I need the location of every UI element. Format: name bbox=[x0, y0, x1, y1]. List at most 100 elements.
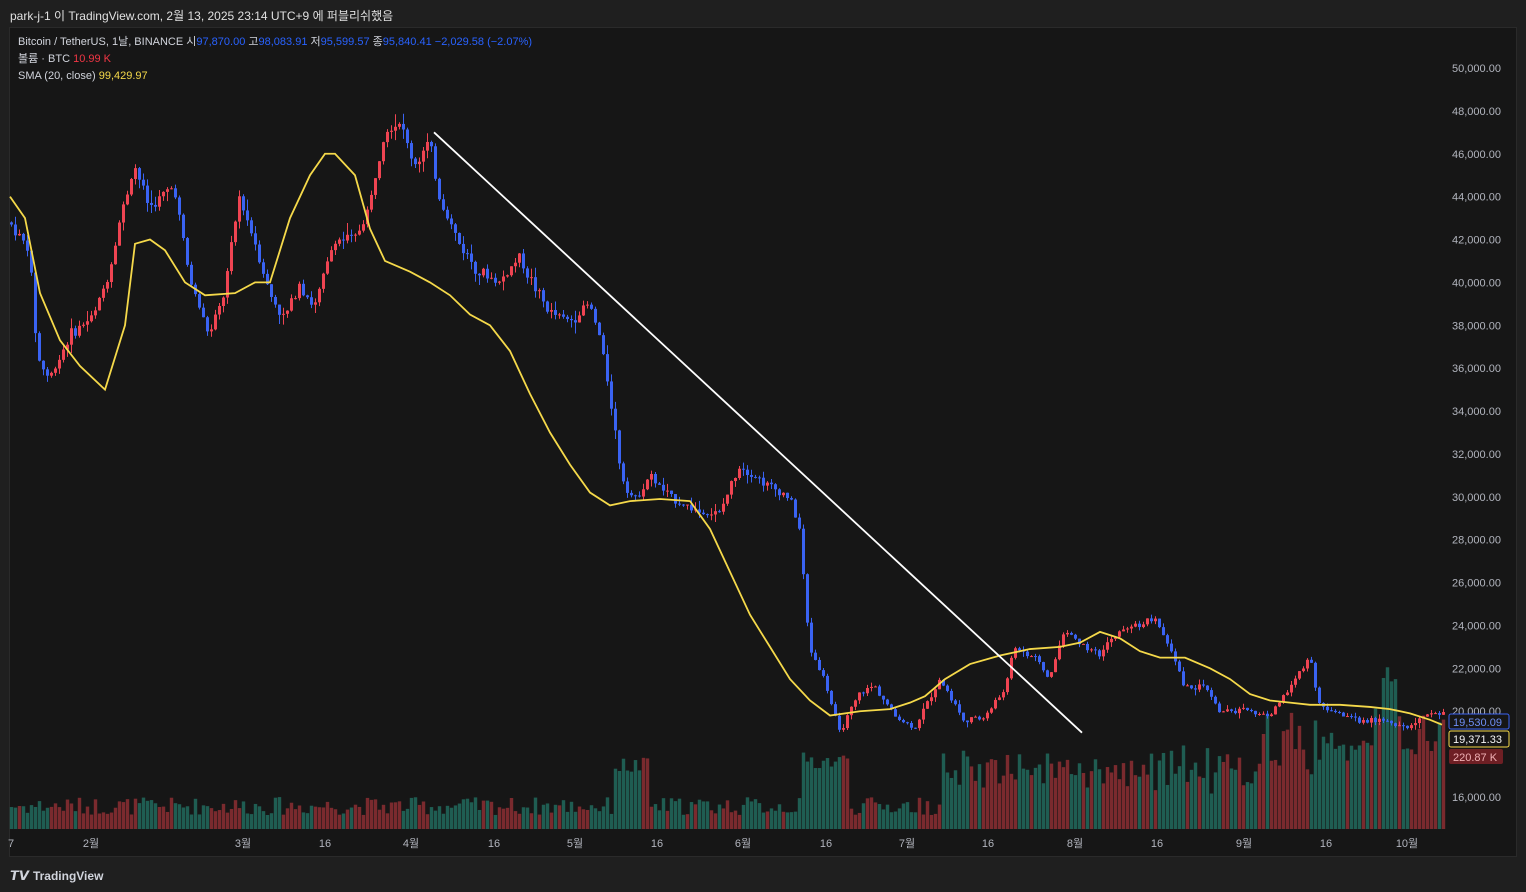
candle bbox=[122, 201, 125, 231]
chart-frame[interactable] bbox=[9, 27, 1517, 857]
candle bbox=[1110, 635, 1113, 647]
candle bbox=[362, 220, 365, 233]
candle bbox=[1306, 658, 1309, 672]
candle bbox=[1198, 679, 1201, 693]
volume-bar bbox=[773, 810, 778, 829]
candle bbox=[302, 279, 305, 297]
volume-bar bbox=[125, 799, 130, 829]
volume-bar bbox=[1357, 745, 1362, 829]
volume-bar bbox=[1105, 767, 1110, 829]
volume-bar bbox=[945, 772, 950, 829]
volume-bar bbox=[1157, 760, 1162, 829]
volume-bar bbox=[1049, 763, 1054, 829]
candle bbox=[118, 220, 121, 246]
candle bbox=[1406, 725, 1409, 730]
volume-bar bbox=[1189, 769, 1194, 829]
time-axis[interactable]: 7 2월 3월 16 4월 16 5월 16 6월 16 7월 16 8월 16 9월 16 10월 bbox=[8, 837, 1418, 850]
volume-bar bbox=[969, 766, 974, 829]
volume-bar bbox=[473, 797, 478, 829]
candle bbox=[566, 314, 569, 323]
volume-bar bbox=[1113, 765, 1118, 829]
volume-bar bbox=[1237, 757, 1242, 829]
volume-bar bbox=[1213, 772, 1218, 829]
candle bbox=[526, 266, 529, 284]
candle bbox=[814, 649, 817, 661]
volume-bar bbox=[925, 801, 930, 829]
volume-bar bbox=[833, 761, 838, 829]
candle bbox=[578, 311, 581, 323]
volume-bar bbox=[985, 762, 990, 829]
volume-bar bbox=[1425, 740, 1430, 829]
candle bbox=[178, 195, 181, 221]
candle bbox=[558, 312, 561, 319]
candle bbox=[654, 472, 657, 488]
candle bbox=[518, 252, 521, 268]
candle bbox=[174, 184, 177, 200]
candle bbox=[1414, 717, 1417, 730]
volume-bar bbox=[745, 797, 750, 829]
candle bbox=[1238, 706, 1241, 719]
volume-bar bbox=[557, 805, 562, 829]
volume-bar bbox=[1353, 749, 1358, 829]
candle bbox=[286, 310, 289, 318]
volume-bar bbox=[705, 801, 710, 829]
candle bbox=[842, 724, 845, 732]
volume-bar bbox=[65, 799, 70, 829]
candle bbox=[146, 179, 149, 212]
volume-bar bbox=[1341, 744, 1346, 829]
volume-bar bbox=[457, 803, 462, 829]
close-label: 종 bbox=[372, 36, 383, 48]
candle bbox=[278, 304, 281, 325]
candle bbox=[830, 690, 833, 706]
candle bbox=[1250, 708, 1253, 713]
volume-bar bbox=[57, 807, 62, 829]
candle bbox=[1006, 677, 1009, 695]
candle bbox=[222, 296, 225, 313]
volume-bar bbox=[665, 810, 670, 829]
symbol-label[interactable]: Bitcoin / TetherUS, 1날, BINANCE bbox=[18, 36, 184, 48]
volume-bar bbox=[25, 812, 30, 829]
volume-bar bbox=[1293, 749, 1298, 829]
candle bbox=[150, 190, 153, 213]
candle bbox=[1026, 649, 1029, 659]
trendline[interactable] bbox=[433, 131, 1083, 734]
volume-label[interactable]: 볼륨 · BTC bbox=[18, 53, 71, 65]
candle bbox=[198, 293, 201, 310]
badge-sma-text: 19,371.33 bbox=[1453, 734, 1502, 746]
candle bbox=[710, 508, 713, 521]
volume-bar bbox=[733, 810, 738, 829]
volume-bar bbox=[625, 770, 630, 829]
candle bbox=[802, 524, 805, 580]
volume-bar bbox=[341, 813, 346, 829]
volume-bar bbox=[1149, 753, 1154, 829]
candle bbox=[954, 698, 957, 706]
price-axis[interactable]: 16,000.0020,000.0022,000.0024,000.0026,0… bbox=[1452, 63, 1501, 804]
tradingview-logo[interactable]: 𝙏𝙑 TradingView bbox=[10, 868, 103, 884]
x-tick-label: 16 bbox=[1320, 838, 1332, 850]
volume-bar bbox=[421, 801, 426, 829]
candle bbox=[158, 189, 161, 211]
candle bbox=[902, 718, 905, 724]
volume-bar bbox=[669, 798, 674, 829]
candle bbox=[1038, 654, 1041, 665]
candle bbox=[1042, 661, 1045, 673]
y-tick-label: 46,000.00 bbox=[1452, 149, 1501, 161]
candle bbox=[782, 492, 785, 498]
candle bbox=[626, 477, 629, 498]
volume-bar bbox=[181, 807, 186, 829]
volume-bar bbox=[741, 804, 746, 829]
sma-label[interactable]: SMA (20, close) bbox=[18, 70, 96, 82]
volume-bar bbox=[1017, 754, 1022, 829]
volume-bar bbox=[585, 809, 590, 829]
candle bbox=[258, 240, 261, 264]
volume-bar bbox=[1129, 760, 1134, 829]
x-tick-label: 4월 bbox=[403, 837, 419, 850]
candle bbox=[34, 271, 37, 343]
x-tick-label: 16 bbox=[1151, 838, 1163, 850]
y-tick-label: 34,000.00 bbox=[1452, 406, 1501, 418]
volume-bar bbox=[597, 811, 602, 829]
candle bbox=[414, 157, 417, 169]
candle bbox=[670, 490, 673, 497]
candle bbox=[78, 320, 81, 338]
